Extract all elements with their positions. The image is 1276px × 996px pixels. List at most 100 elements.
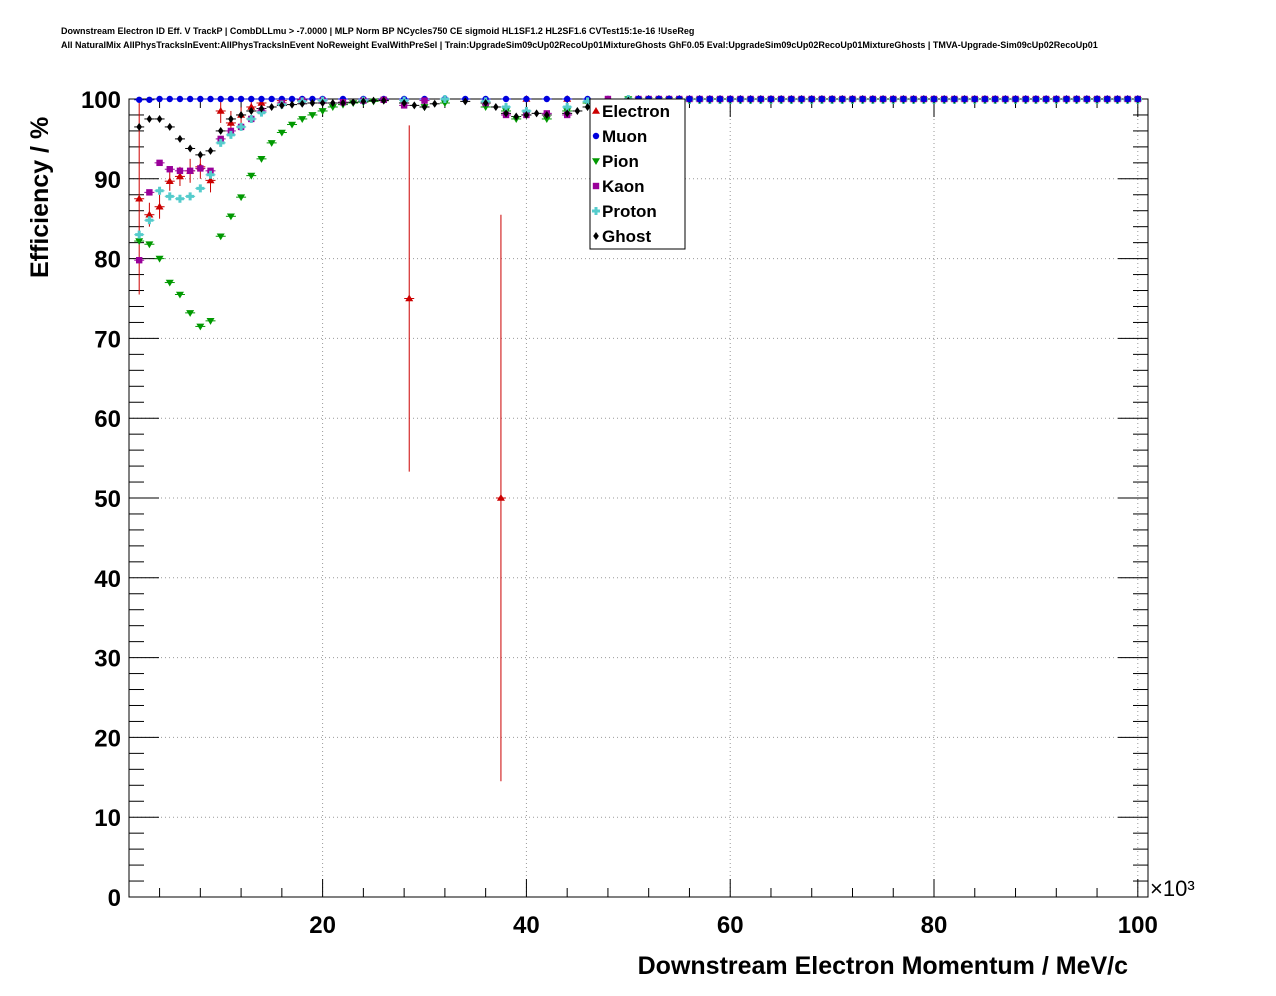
muon-marker — [716, 95, 724, 103]
y-tick-label: 60 — [94, 406, 121, 433]
ghost-marker — [187, 144, 193, 153]
muon-marker — [869, 95, 877, 103]
muon-marker — [248, 95, 255, 103]
ghost-marker — [197, 150, 204, 159]
legend-muon-label: Muon — [602, 127, 647, 146]
legend-ghost-marker — [593, 232, 599, 240]
muon-marker — [1093, 95, 1101, 103]
muon-marker — [523, 95, 530, 103]
x-tick-label: 20 — [309, 912, 336, 939]
muon-marker — [798, 95, 805, 103]
muon-marker — [1124, 95, 1131, 103]
pion-marker — [277, 129, 286, 137]
muon-marker — [1053, 95, 1060, 103]
pion-marker — [206, 318, 215, 325]
pion-marker — [247, 172, 256, 180]
pion-marker — [216, 233, 225, 241]
pion-marker — [542, 116, 551, 123]
y-axis-label: Efficiency / % — [26, 117, 54, 278]
muon-marker — [706, 95, 714, 103]
pion-marker — [196, 323, 205, 331]
proton-marker — [440, 95, 449, 103]
legend-ghost-label: Ghost — [602, 227, 651, 246]
ghost-marker — [574, 106, 581, 115]
muon-marker — [849, 95, 856, 103]
ghost-marker — [146, 114, 153, 123]
legend-muon-marker — [592, 132, 600, 140]
chart-title-line-2: All NaturalMix AllPhysTracksInEvent:AllP… — [61, 40, 1098, 50]
muon-marker — [186, 95, 194, 103]
electron-marker — [155, 202, 164, 210]
proton-marker — [247, 114, 256, 123]
electron-marker — [175, 172, 184, 180]
muon-marker — [258, 95, 265, 103]
muon-marker — [563, 95, 571, 103]
ghost-marker — [177, 134, 183, 143]
proton-marker — [186, 192, 195, 201]
proton-marker — [226, 130, 235, 139]
tick-labels: 20 40 60 80 100 0 10 20 30 40 50 60 70 80 90 100 — [81, 87, 1158, 939]
muon-marker — [502, 95, 510, 103]
pion-marker — [226, 213, 235, 221]
muon-marker — [930, 95, 938, 103]
proton-marker — [196, 184, 205, 193]
ghost-marker — [523, 110, 530, 119]
proton-marker — [155, 186, 164, 195]
ghost-marker — [431, 99, 438, 108]
ghost-marker — [503, 109, 509, 118]
y-tick-label: 0 — [108, 885, 121, 912]
ghost-marker — [380, 96, 387, 105]
muon-marker — [207, 95, 214, 103]
muon-marker — [217, 95, 224, 103]
data-markers — [135, 95, 1142, 501]
chart-title-line-1: Downstream Electron ID Eff. V TrackP | C… — [61, 26, 695, 36]
pion-marker — [318, 108, 327, 115]
ghost-marker — [319, 98, 326, 107]
muon-marker — [166, 95, 173, 103]
y-tick-label: 90 — [94, 167, 121, 194]
ghost-marker — [493, 102, 499, 111]
ghost-marker — [564, 109, 570, 118]
legend-electron-label: Electron — [602, 102, 670, 121]
muon-marker — [859, 95, 866, 103]
muon-marker — [176, 95, 184, 103]
electron-marker — [257, 98, 266, 106]
electron-marker — [216, 106, 225, 114]
kaon-marker — [166, 166, 173, 173]
ghost-marker — [350, 98, 356, 107]
ghost-marker — [411, 101, 418, 110]
muon-marker — [839, 95, 846, 103]
muon-marker — [981, 95, 989, 103]
ghost-marker — [136, 122, 142, 131]
ghost-marker — [401, 98, 407, 107]
proton-marker — [165, 192, 174, 201]
ghost-marker — [207, 146, 214, 155]
proton-marker — [583, 97, 592, 106]
pion-marker — [308, 112, 317, 119]
pion-marker — [440, 100, 449, 107]
ghost-marker — [584, 102, 591, 111]
muon-marker — [288, 95, 296, 103]
muon-marker — [146, 96, 153, 103]
y-tick-label: 20 — [94, 725, 121, 752]
ghost-marker — [482, 98, 489, 107]
y-tick-label: 50 — [94, 486, 121, 513]
ghost-marker — [330, 98, 336, 107]
proton-marker — [502, 102, 511, 111]
kaon-marker — [146, 189, 153, 196]
muon-marker — [696, 95, 703, 103]
muon-marker — [890, 95, 897, 103]
muon-marker — [941, 95, 948, 103]
y-tick-label: 100 — [81, 87, 121, 114]
electron-marker — [206, 176, 215, 184]
x-tick-label: 60 — [717, 912, 744, 939]
muon-marker — [1022, 95, 1029, 103]
muon-marker — [900, 95, 907, 103]
ghost-marker — [360, 97, 367, 106]
proton-marker — [135, 230, 144, 239]
muon-marker — [777, 95, 785, 103]
pion-marker — [257, 156, 266, 163]
kaon-marker — [197, 165, 204, 172]
muon-marker — [1032, 95, 1040, 103]
